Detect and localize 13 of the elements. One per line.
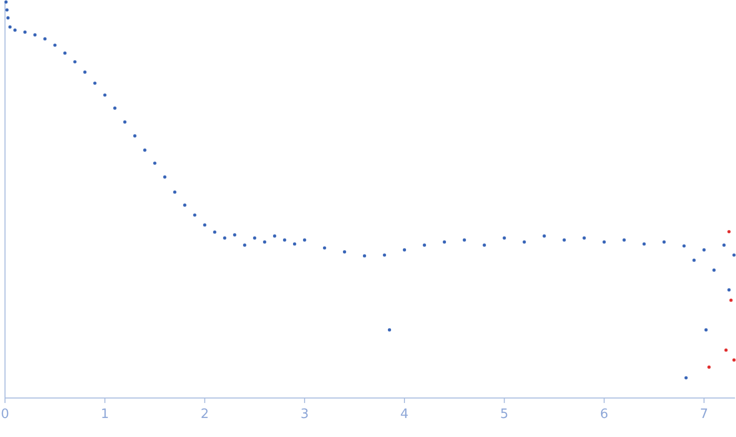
x-tick-label: 5 [500,407,508,422]
x-tick-label: 4 [400,407,409,422]
x-tick-label: 0 [0,407,10,422]
point [724,348,728,352]
x-tick-label: 7 [700,407,708,422]
x-tick-label: 6 [600,407,608,422]
x-tick-label: 2 [200,407,209,422]
point [727,230,731,234]
x-tick-label: 3 [300,407,309,422]
x-tick-label: 1 [100,407,110,422]
point [729,298,733,302]
point [707,366,711,369]
point [732,358,736,362]
